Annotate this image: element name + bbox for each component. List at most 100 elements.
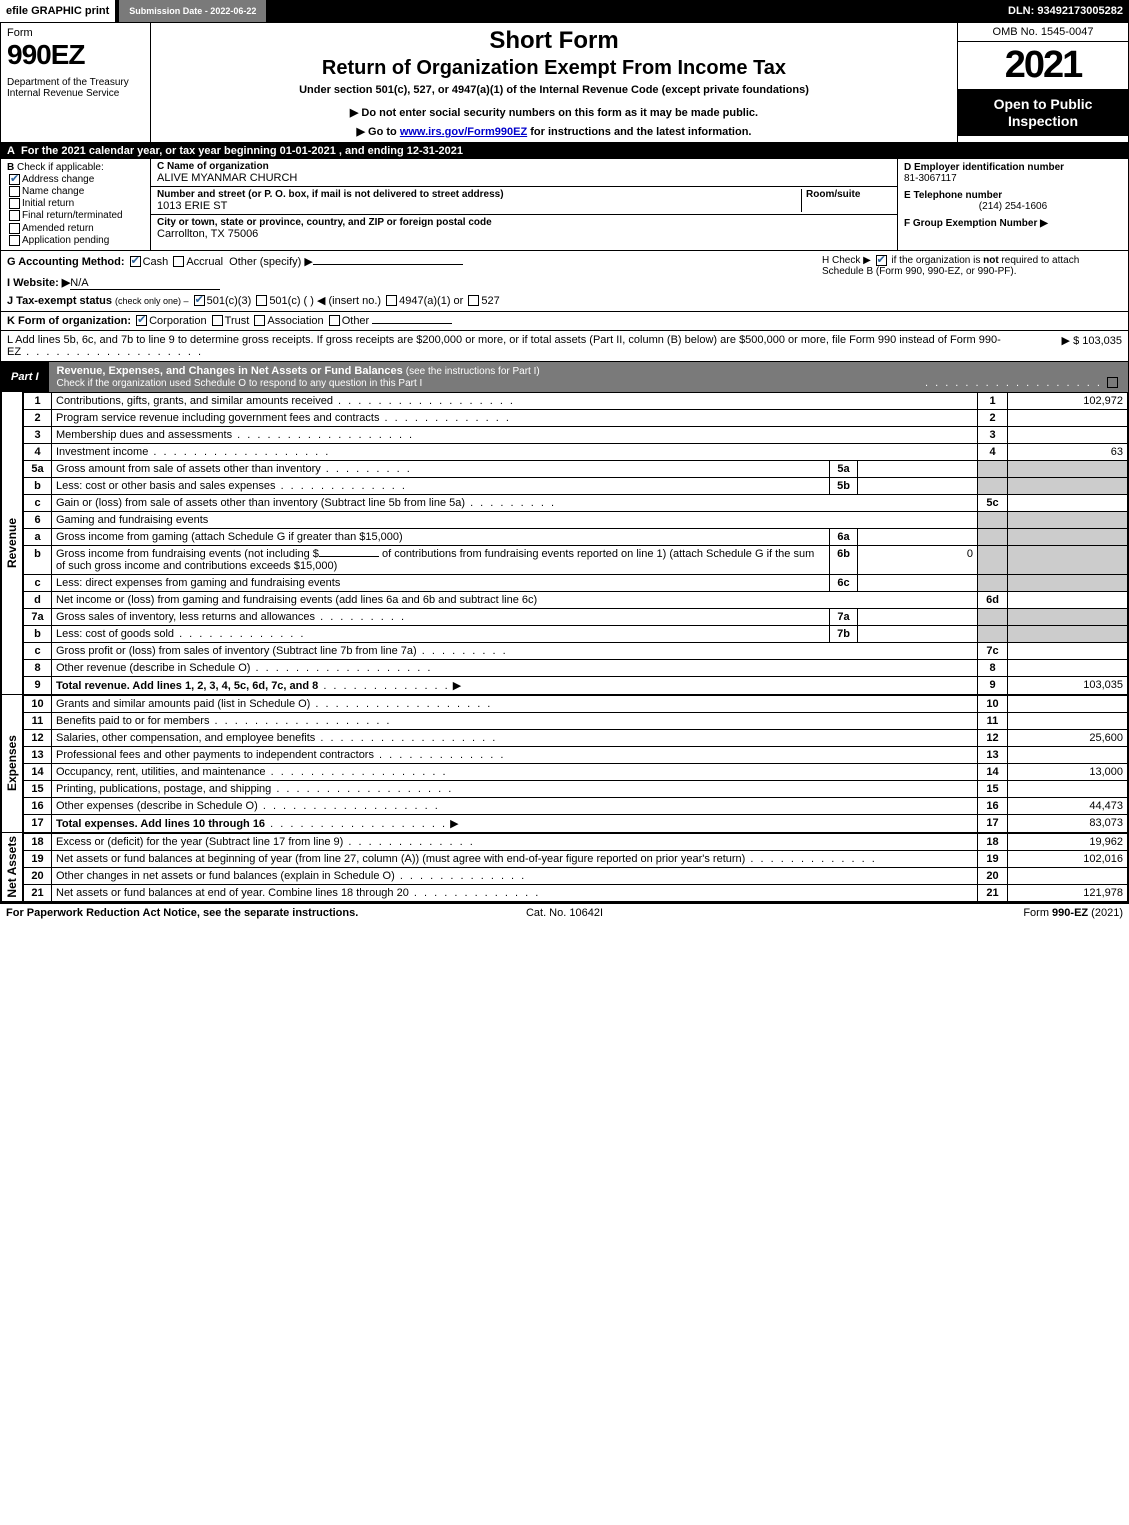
row-k: K Form of organization: Corporation Trus…	[1, 312, 1128, 331]
chk-amended-return[interactable]: Amended return	[7, 223, 144, 234]
chk-address-change[interactable]: Address change	[7, 174, 144, 185]
omb-number: OMB No. 1545-0047	[958, 23, 1128, 42]
checkbox-icon	[9, 210, 20, 221]
part1-label: Part I	[1, 368, 49, 386]
checkbox-icon[interactable]	[130, 256, 141, 267]
row-l: L Add lines 5b, 6c, and 7b to line 9 to …	[1, 331, 1128, 362]
line-6b-sub: 0	[858, 545, 978, 574]
line-13-amt	[1008, 746, 1128, 763]
line-5a-sub	[858, 460, 978, 477]
line-19-amt: 102,016	[1008, 850, 1128, 867]
line-15-desc: Printing, publications, postage, and shi…	[56, 783, 271, 795]
checkbox-icon[interactable]	[1107, 377, 1118, 388]
checkbox-icon[interactable]	[136, 315, 147, 326]
form-number: 990EZ	[7, 39, 144, 71]
form-org-label: K Form of organization:	[7, 315, 131, 327]
checkbox-icon[interactable]	[468, 295, 479, 306]
line-7b-sub	[858, 625, 978, 642]
checkbox-icon[interactable]	[329, 315, 340, 326]
line-11-amt	[1008, 712, 1128, 729]
line-6a-desc: Gross income from gaming (attach Schedul…	[56, 531, 403, 543]
goto-note: ▶ Go to www.irs.gov/Form990EZ for instru…	[159, 125, 949, 138]
line-6c-desc: Less: direct expenses from gaming and fu…	[56, 577, 340, 589]
group-exempt-label: F Group Exemption Number ▶	[904, 218, 1048, 229]
row-l-amt: ▶ $ 103,035	[1002, 334, 1122, 358]
checkbox-icon[interactable]	[256, 295, 267, 306]
checkbox-icon[interactable]	[173, 256, 184, 267]
addr: 1013 ERIE ST	[157, 200, 801, 212]
submission-date: Submission Date - 2022-06-22	[119, 0, 266, 22]
org-name: ALIVE MYANMAR CHURCH	[157, 172, 891, 184]
line-8-amt	[1008, 659, 1128, 676]
expenses-vert-label: Expenses	[1, 695, 23, 833]
row-a-text: For the 2021 calendar year, or tax year …	[21, 145, 463, 157]
checkbox-icon[interactable]	[194, 295, 205, 306]
line-14-amt: 13,000	[1008, 763, 1128, 780]
line-19-desc: Net assets or fund balances at beginning…	[56, 853, 745, 865]
cash-label: Cash	[143, 256, 169, 268]
accrual-label: Accrual	[186, 256, 223, 268]
irs-link[interactable]: www.irs.gov/Form990EZ	[400, 126, 527, 138]
chk-application-pending[interactable]: Application pending	[7, 235, 144, 246]
line-18-desc: Excess or (deficit) for the year (Subtra…	[56, 836, 343, 848]
return-title: Return of Organization Exempt From Incom…	[159, 57, 949, 80]
part1-title: Revenue, Expenses, and Changes in Net As…	[49, 362, 1128, 392]
line-20-desc: Other changes in net assets or fund bala…	[56, 870, 395, 882]
expenses-section: Expenses 10Grants and similar amounts pa…	[1, 695, 1128, 833]
checkbox-icon[interactable]	[386, 295, 397, 306]
chk-name-change[interactable]: Name change	[7, 186, 144, 197]
ssn-note: ▶ Do not enter social security numbers o…	[159, 106, 949, 119]
line-11-desc: Benefits paid to or for members	[56, 715, 209, 727]
line-14-desc: Occupancy, rent, utilities, and maintena…	[56, 766, 266, 778]
line-7a-sub	[858, 608, 978, 625]
line-2-desc: Program service revenue including govern…	[56, 412, 379, 424]
line-21-amt: 121,978	[1008, 884, 1128, 901]
line-3-desc: Membership dues and assessments	[56, 429, 232, 441]
top-bar: efile GRAPHIC print Submission Date - 20…	[0, 0, 1129, 22]
col-def: D Employer identification number81-30671…	[898, 159, 1128, 250]
net-assets-table: 18Excess or (deficit) for the year (Subt…	[23, 833, 1128, 902]
line-4-amt: 63	[1008, 443, 1128, 460]
city-label: City or town, state or province, country…	[157, 217, 891, 228]
open-public: Open to Public Inspection	[958, 90, 1128, 136]
tax-year: 2021	[958, 42, 1128, 90]
expenses-table: 10Grants and similar amounts paid (list …	[23, 695, 1128, 833]
line-2-amt	[1008, 409, 1128, 426]
line-5b-desc: Less: cost or other basis and sales expe…	[56, 480, 276, 492]
website-val: N/A	[70, 277, 220, 290]
checkbox-icon	[9, 223, 20, 234]
line-4-desc: Investment income	[56, 446, 148, 458]
efile-label[interactable]: efile GRAPHIC print	[0, 0, 115, 22]
checkbox-icon[interactable]	[212, 315, 223, 326]
form-header: Form 990EZ Department of the Treasury In…	[1, 23, 1128, 143]
row-h-pre: H Check ▶	[822, 255, 871, 266]
line-5b-sub	[858, 477, 978, 494]
checkbox-icon	[9, 198, 20, 209]
footer: For Paperwork Reduction Act Notice, see …	[0, 903, 1129, 922]
checkbox-icon[interactable]	[876, 255, 887, 266]
chk-final-return[interactable]: Final return/terminated	[7, 210, 144, 221]
footer-mid: Cat. No. 10642I	[378, 907, 750, 919]
form-container: Form 990EZ Department of the Treasury In…	[0, 22, 1129, 903]
line-1-desc: Contributions, gifts, grants, and simila…	[56, 395, 333, 407]
line-5c-desc: Gain or (loss) from sale of assets other…	[56, 497, 465, 509]
accounting-label: G Accounting Method:	[7, 256, 125, 268]
col-b: B Check if applicable: Address change Na…	[1, 159, 151, 250]
line-12-desc: Salaries, other compensation, and employ…	[56, 732, 315, 744]
phone-label: E Telephone number	[904, 190, 1002, 201]
checkbox-icon[interactable]	[254, 315, 265, 326]
ein: 81-3067117	[904, 173, 957, 184]
under-section: Under section 501(c), 527, or 4947(a)(1)…	[159, 84, 949, 96]
chk-initial-return[interactable]: Initial return	[7, 198, 144, 209]
line-15-amt	[1008, 780, 1128, 797]
tax-exempt-label: J Tax-exempt status	[7, 295, 112, 307]
row-g: G Accounting Method: Cash Accrual Other …	[7, 255, 822, 268]
tax-exempt-sub: (check only one) ‒	[115, 296, 189, 306]
line-6d-desc: Net income or (loss) from gaming and fun…	[56, 594, 537, 606]
line-7c-amt	[1008, 642, 1128, 659]
room-label: Room/suite	[806, 189, 891, 200]
checkbox-icon	[9, 235, 20, 246]
right-box: OMB No. 1545-0047 2021 Open to Public In…	[958, 23, 1128, 142]
row-a: AFor the 2021 calendar year, or tax year…	[1, 143, 1128, 159]
part1-check: Check if the organization used Schedule …	[57, 378, 423, 389]
